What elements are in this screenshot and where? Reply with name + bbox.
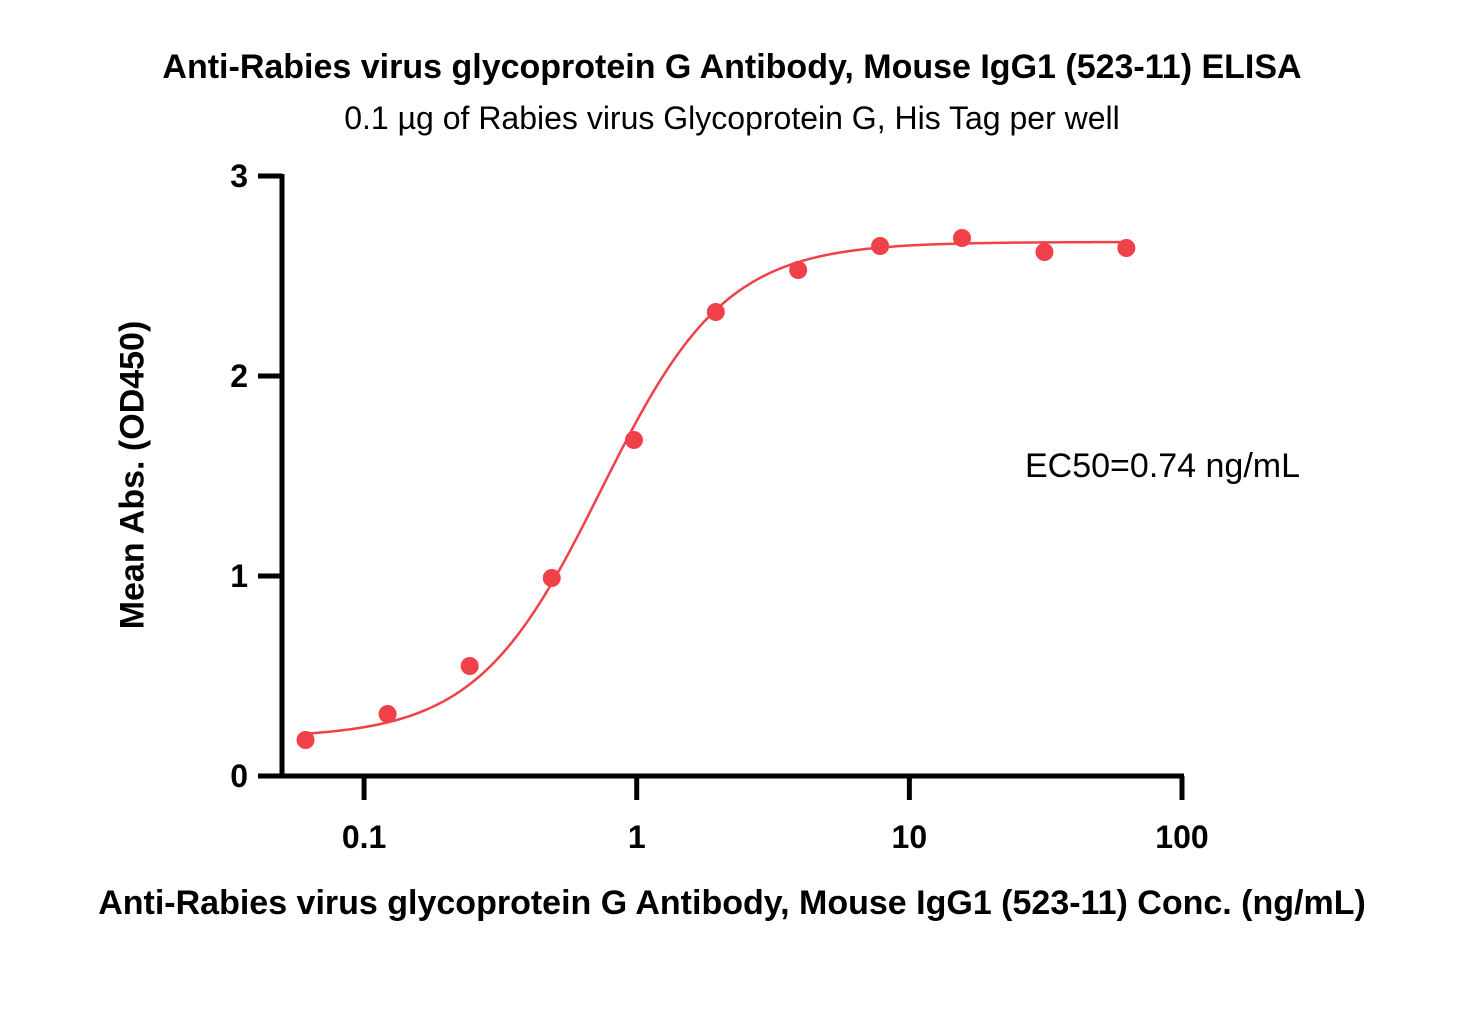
x-tick-label: 1: [628, 819, 646, 855]
x-tick-label: 10: [892, 819, 928, 855]
y-tick-label: 0: [230, 758, 248, 794]
x-tick-label: 0.1: [342, 819, 386, 855]
data-point: [542, 569, 561, 587]
data-point: [624, 431, 643, 449]
data-point: [460, 657, 479, 675]
data-point: [871, 237, 890, 255]
data-point: [789, 261, 808, 279]
data-point: [378, 705, 397, 723]
y-tick-label: 1: [230, 558, 248, 594]
data-point: [1117, 239, 1136, 257]
y-tick-label: 3: [230, 158, 248, 194]
data-point: [953, 229, 972, 247]
chart-title: Anti-Rabies virus glycoprotein G Antibod…: [162, 48, 1302, 86]
y-tick-label: 2: [230, 358, 248, 394]
data-point: [1035, 243, 1054, 261]
x-tick-label: 100: [1155, 819, 1208, 855]
data-point: [296, 731, 315, 749]
y-axis-label: Mean Abs. (OD450): [113, 320, 152, 630]
chart-subtitle: 0.1 µg of Rabies virus Glycoprotein G, H…: [344, 100, 1120, 136]
x-axis-label: Anti-Rabies virus glycoprotein G Antibod…: [98, 884, 1366, 922]
data-point: [706, 303, 725, 321]
ec50-annotation: EC50=0.74 ng/mL: [1025, 447, 1301, 485]
